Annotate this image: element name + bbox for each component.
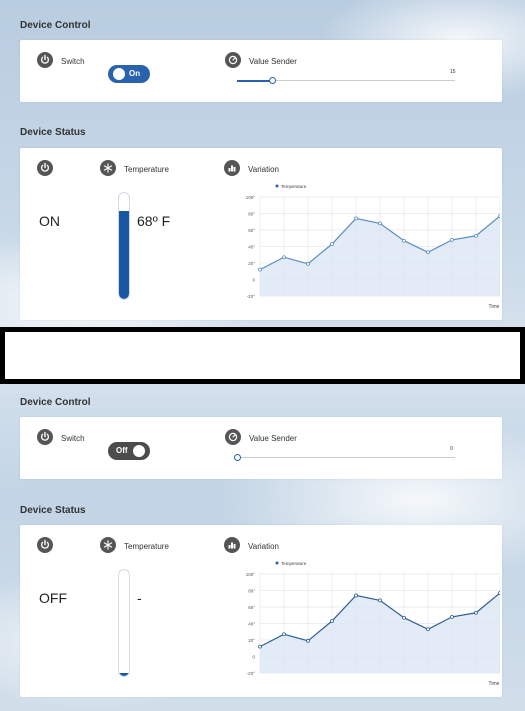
panel-separator	[0, 327, 525, 384]
snowflake-icon	[100, 537, 116, 553]
temperature-value: 68º F	[137, 213, 171, 229]
data-point	[498, 591, 500, 595]
bar-chart-icon	[224, 537, 240, 553]
thermometer-gauge	[118, 192, 130, 300]
gauge-icon	[225, 52, 241, 68]
value-sender-label: Value Sender	[249, 57, 297, 66]
value-slider-track[interactable]	[237, 457, 455, 458]
y-tick-label: -20°	[247, 294, 256, 299]
x-axis-label: Time	[489, 681, 500, 687]
legend-label: Temperature	[281, 561, 307, 566]
data-point	[354, 593, 358, 598]
bar-chart-icon	[224, 160, 240, 176]
data-point	[330, 242, 334, 246]
snowflake-icon	[100, 160, 116, 176]
switch-knob	[113, 68, 125, 80]
data-point	[258, 644, 262, 649]
data-point	[306, 638, 310, 643]
switch-state-text: Off	[116, 446, 128, 455]
series-area	[260, 215, 500, 296]
data-point	[474, 610, 478, 615]
legend-label: Temperature	[281, 184, 307, 189]
thermometer-gauge	[118, 569, 130, 677]
thermometer-fill	[119, 211, 129, 299]
data-point	[402, 238, 406, 243]
power-status-icon	[37, 160, 53, 176]
y-tick-label: -20°	[247, 671, 256, 676]
y-tick-label: 80°	[248, 589, 255, 594]
temperature-variation-chart: 100° 80° 60° 40° 20° 0 -20° Temperature Time	[246, 184, 500, 310]
data-point	[378, 598, 382, 603]
data-point	[330, 619, 334, 623]
device-status-title: Device Status	[20, 505, 86, 516]
y-tick-label: 60°	[248, 605, 255, 610]
device-control-card: Switch Off Value Sender 0	[20, 417, 502, 479]
legend-marker	[275, 561, 279, 565]
data-point	[282, 255, 286, 260]
data-point	[498, 214, 500, 218]
value-slider-thumb[interactable]	[268, 76, 276, 84]
power-status-icon	[37, 537, 53, 553]
temperature-variation-chart: 100° 80° 60° 40° 20° 0 -20° Temperature Time	[246, 561, 500, 687]
thermometer-fill	[119, 672, 129, 676]
data-point	[474, 233, 478, 238]
switch-toggle[interactable]: Off	[108, 442, 150, 460]
data-point	[306, 261, 310, 266]
device-status-card: Temperature Variation OFF - 100° 80° 60° 40…	[20, 525, 502, 697]
y-tick-label: 0	[252, 278, 255, 283]
switch-label: Switch	[61, 57, 85, 66]
gauge-icon	[225, 429, 241, 445]
y-tick-label: 100°	[246, 195, 256, 200]
data-point	[450, 615, 454, 619]
device-panel-bottom: Device Control Switch Off Value Sender 0…	[0, 384, 525, 711]
power-icon	[37, 429, 53, 445]
power-icon	[37, 52, 53, 68]
value-sender-label: Value Sender	[249, 434, 297, 443]
value-sender-value: 15	[450, 69, 456, 75]
data-point	[450, 238, 454, 242]
variation-label: Variation	[248, 542, 279, 551]
y-tick-label: 100°	[246, 572, 256, 577]
device-panel-top: Device Control Switch On Value Sender 15…	[0, 0, 525, 327]
y-tick-label: 20°	[248, 261, 255, 266]
temperature-label: Temperature	[124, 542, 169, 551]
y-tick-label: 40°	[248, 245, 255, 250]
value-sender-value: 0	[450, 446, 453, 452]
y-tick-label: 40°	[248, 622, 255, 627]
data-point	[282, 632, 286, 637]
y-tick-label: 80°	[248, 212, 255, 217]
data-point	[258, 267, 262, 272]
power-status-value: OFF	[39, 590, 67, 606]
value-slider-track[interactable]	[237, 80, 455, 81]
power-status-value: ON	[39, 213, 60, 229]
data-point	[378, 221, 382, 226]
temperature-value: -	[137, 590, 142, 606]
temperature-label: Temperature	[124, 165, 169, 174]
device-control-card: Switch On Value Sender 15	[20, 40, 502, 102]
legend-marker	[275, 184, 279, 188]
x-axis-label: Time	[489, 304, 500, 310]
y-tick-label: 60°	[248, 228, 255, 233]
data-point	[402, 615, 406, 620]
data-point	[354, 216, 358, 221]
value-slider-thumb[interactable]	[234, 453, 241, 461]
series-area	[260, 592, 500, 673]
switch-state-text: On	[129, 69, 141, 78]
switch-label: Switch	[61, 434, 85, 443]
switch-knob	[133, 445, 145, 457]
variation-label: Variation	[248, 165, 279, 174]
device-control-title: Device Control	[20, 397, 91, 408]
y-tick-label: 20°	[248, 638, 255, 643]
value-slider-fill	[237, 79, 272, 82]
device-status-title: Device Status	[20, 127, 86, 138]
y-tick-label: 0	[252, 655, 255, 660]
device-status-card: Temperature Variation ON 68º F 100° 80° 60…	[20, 148, 502, 320]
device-control-title: Device Control	[20, 20, 91, 31]
data-point	[426, 250, 430, 255]
data-point	[426, 627, 430, 632]
switch-toggle[interactable]: On	[108, 65, 150, 83]
